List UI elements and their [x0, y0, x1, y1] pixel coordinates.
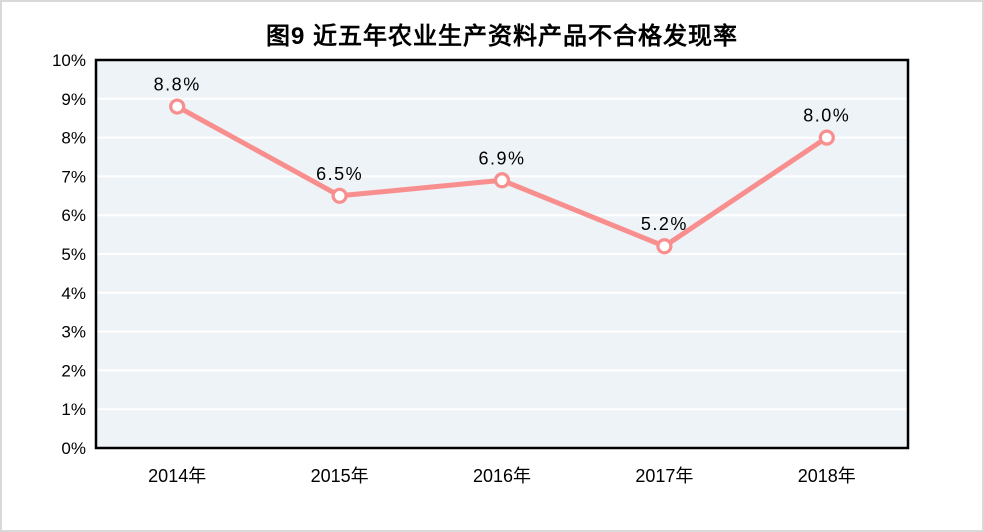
y-tick-label: 9%: [61, 90, 86, 109]
y-tick-label: 2%: [61, 361, 86, 380]
data-label: 6.9%: [478, 148, 525, 168]
data-label: 6.5%: [316, 164, 363, 184]
data-point-marker: [656, 238, 673, 255]
data-point-marker: [331, 187, 348, 204]
y-tick-label: 7%: [61, 167, 86, 186]
x-tick-label: 2015年: [311, 466, 369, 486]
y-tick-label: 5%: [61, 245, 86, 264]
y-tick-label: 6%: [61, 206, 86, 225]
x-tick-label: 2017年: [635, 466, 693, 486]
data-point-marker: [818, 129, 835, 146]
y-tick-label: 1%: [61, 400, 86, 419]
data-point-marker: [493, 172, 511, 189]
y-tick-label: 8%: [61, 129, 86, 148]
y-tick-label: 3%: [61, 323, 86, 342]
data-label: 5.2%: [641, 214, 688, 234]
x-tick-label: 2018年: [798, 466, 856, 486]
x-tick-label: 2014年: [148, 466, 206, 486]
x-tick-label: 2016年: [473, 466, 531, 486]
y-tick-label: 0%: [61, 439, 86, 458]
data-label: 8.8%: [154, 75, 201, 95]
chart-title: 图9 近五年农业生产资料产品不合格发现率: [265, 23, 738, 50]
plot-border: [94, 58, 910, 450]
y-tick-label: 4%: [61, 284, 86, 303]
data-label: 8.0%: [803, 106, 850, 126]
data-point-marker: [169, 98, 186, 115]
y-tick-label: 10%: [52, 51, 86, 70]
